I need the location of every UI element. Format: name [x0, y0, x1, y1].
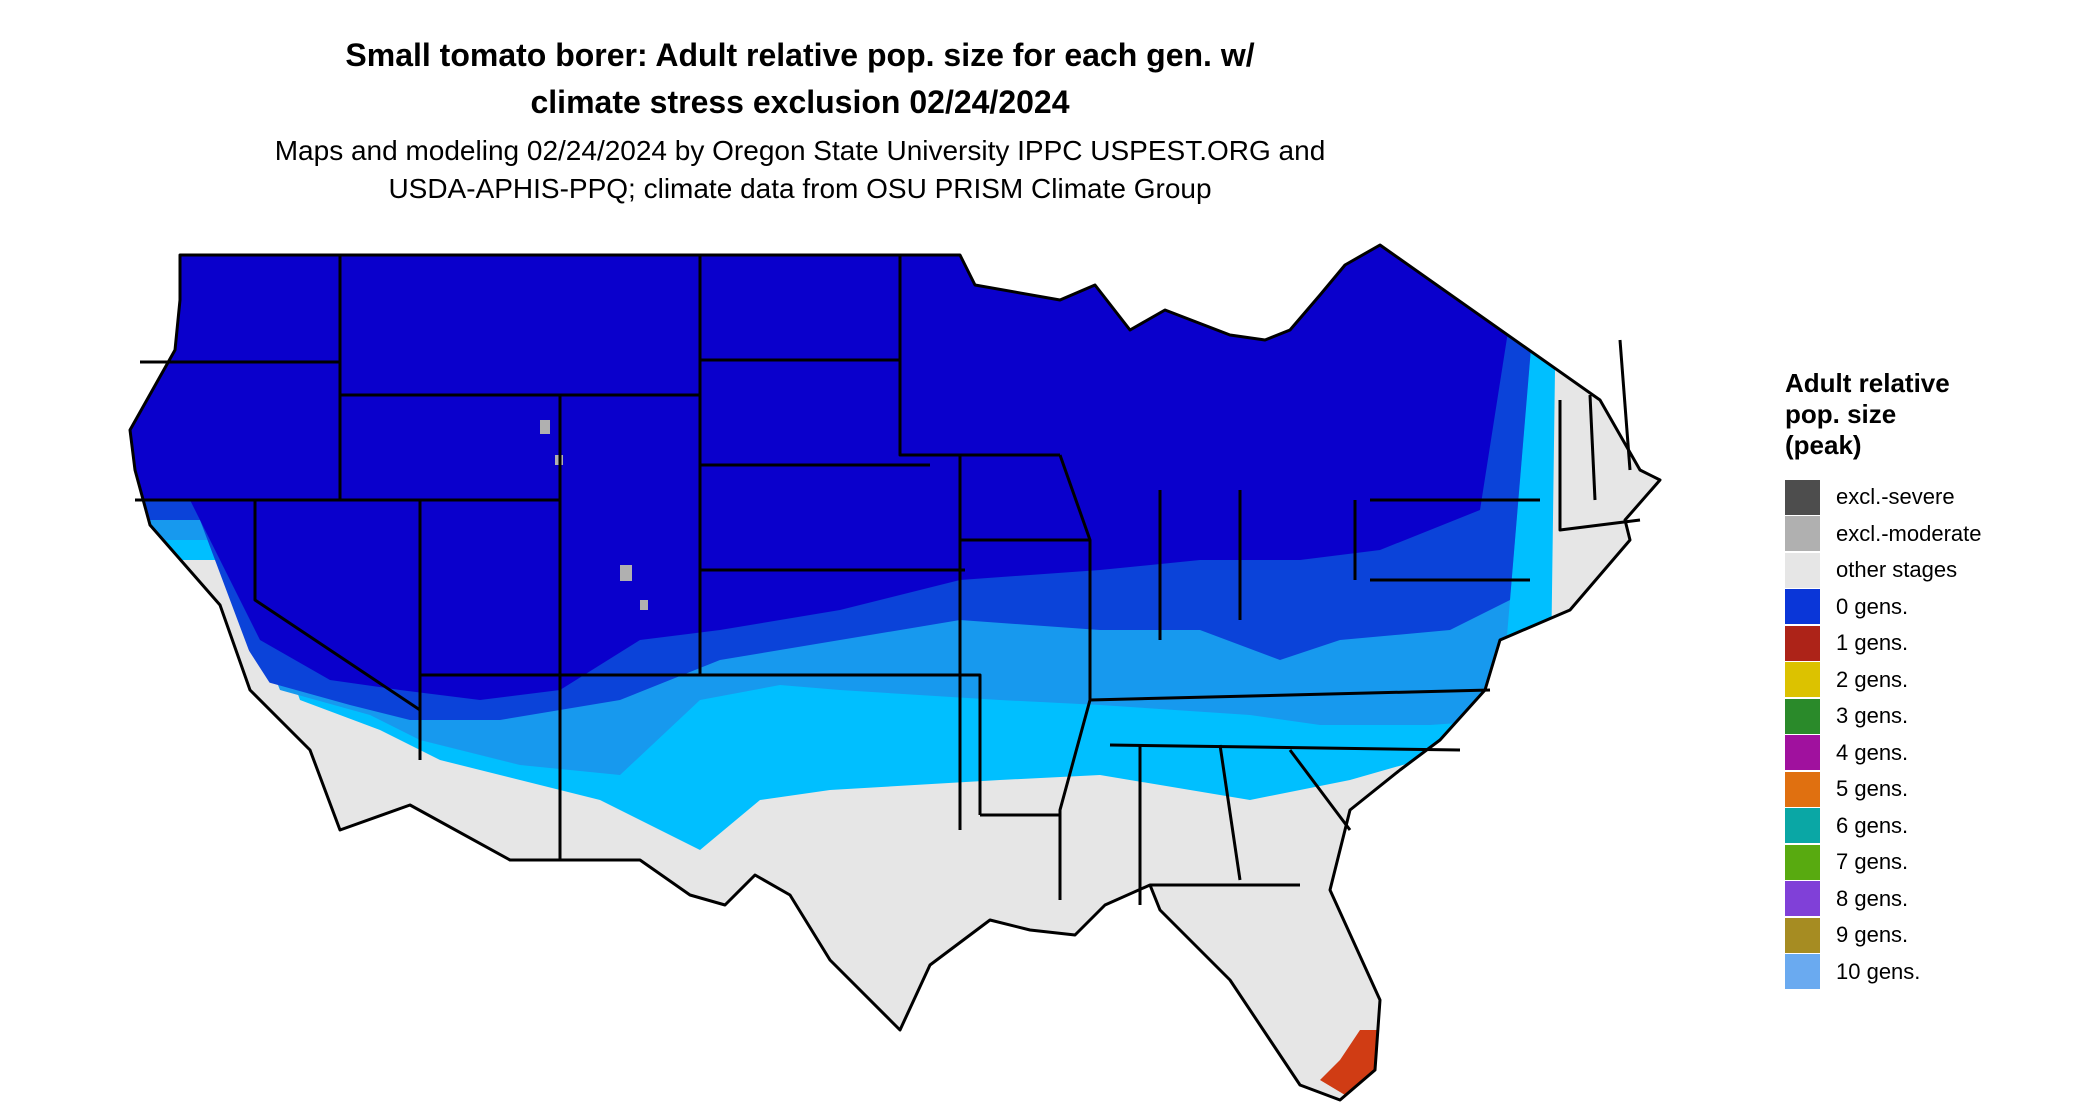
zone-deep-blue — [130, 245, 1560, 700]
legend-label: 2 gens. — [1836, 666, 1909, 692]
subtitle-line-2: USDA-APHIS-PPQ; climate data from OSU PR… — [388, 173, 1212, 204]
legend-swatch — [1785, 771, 1820, 807]
legend-item: other stages — [1785, 552, 1982, 589]
legend-label: 3 gens. — [1836, 703, 1909, 729]
legend-item: 5 gens. — [1785, 771, 1982, 808]
legend-label: 0 gens. — [1836, 593, 1909, 619]
legend-item: 2 gens. — [1785, 662, 1982, 699]
legend-item: excl.-severe — [1785, 479, 1982, 516]
legend-label: excl.-moderate — [1836, 520, 1982, 546]
legend-item: excl.-moderate — [1785, 516, 1982, 553]
legend-item: 7 gens. — [1785, 844, 1982, 881]
title-line-1: Small tomato borer: Adult relative pop. … — [345, 37, 1255, 73]
legend-item: 6 gens. — [1785, 808, 1982, 845]
legend-swatch — [1785, 625, 1820, 661]
legend-swatch — [1785, 552, 1820, 588]
legend-item: 4 gens. — [1785, 735, 1982, 772]
boundary-ky-tn — [1089, 688, 1491, 702]
legend-item: 1 gens. — [1785, 625, 1982, 662]
boundary-al-ga — [1218, 744, 1242, 881]
legend-swatch — [1785, 808, 1820, 844]
boundary-ca-nv — [253, 500, 422, 760]
us-outline — [128, 243, 1662, 1102]
map-title: Small tomato borer: Adult relative pop. … — [0, 32, 1600, 126]
legend-label: 7 gens. — [1836, 849, 1909, 875]
legend-item: 0 gens. — [1785, 589, 1982, 626]
legend-item: 3 gens. — [1785, 698, 1982, 735]
boundary-me-nh — [1618, 339, 1632, 471]
legend-label: 6 gens. — [1836, 812, 1909, 838]
boundary-ok-tx — [730, 673, 982, 815]
legend-label: 8 gens. — [1836, 885, 1909, 911]
legend-title-line: Adult relative — [1785, 368, 1950, 398]
legend-label: 4 gens. — [1836, 739, 1909, 765]
legend-item: 8 gens. — [1785, 881, 1982, 918]
legend-swatch — [1785, 844, 1820, 880]
legend-swatch — [1785, 516, 1820, 552]
title-line-2: climate stress exclusion 02/24/2024 — [530, 84, 1070, 120]
legend-label: 5 gens. — [1836, 776, 1909, 802]
state-boundaries — [128, 243, 1662, 1102]
legend-label: 9 gens. — [1836, 922, 1909, 948]
legend: Adult relative pop. size (peak) excl.-se… — [1785, 368, 1982, 990]
legend-swatch — [1785, 917, 1820, 953]
map-subtitle: Maps and modeling 02/24/2024 by Oregon S… — [0, 132, 1600, 208]
legend-swatch — [1785, 589, 1820, 625]
subtitle-line-1: Maps and modeling 02/24/2024 by Oregon S… — [274, 135, 1326, 166]
legend-swatch — [1785, 954, 1820, 990]
legend-swatch — [1785, 698, 1820, 734]
boundary-mn-ia — [898, 255, 1060, 457]
legend-title-line: pop. size — [1785, 399, 1897, 429]
legend-items: excl.-severe excl.-moderate other stages… — [1785, 479, 1982, 990]
boundary-tn-south — [1109, 743, 1461, 752]
legend-label: 10 gens. — [1836, 958, 1921, 984]
boundary-vt-nh — [1588, 394, 1597, 501]
legend-title-line: (peak) — [1785, 430, 1862, 460]
legend-label: 1 gens. — [1836, 630, 1909, 656]
boundary-ga-sc — [1288, 749, 1352, 831]
boundary-new-england — [1558, 400, 1641, 532]
legend-swatch — [1785, 662, 1820, 698]
legend-swatch — [1785, 735, 1820, 771]
legend-item: 10 gens. — [1785, 954, 1982, 991]
legend-item: 9 gens. — [1785, 917, 1982, 954]
legend-title: Adult relative pop. size (peak) — [1785, 368, 1982, 461]
legend-swatch — [1785, 881, 1820, 917]
legend-label: excl.-severe — [1836, 484, 1955, 510]
legend-swatch — [1785, 479, 1820, 515]
legend-label: other stages — [1836, 557, 1958, 583]
